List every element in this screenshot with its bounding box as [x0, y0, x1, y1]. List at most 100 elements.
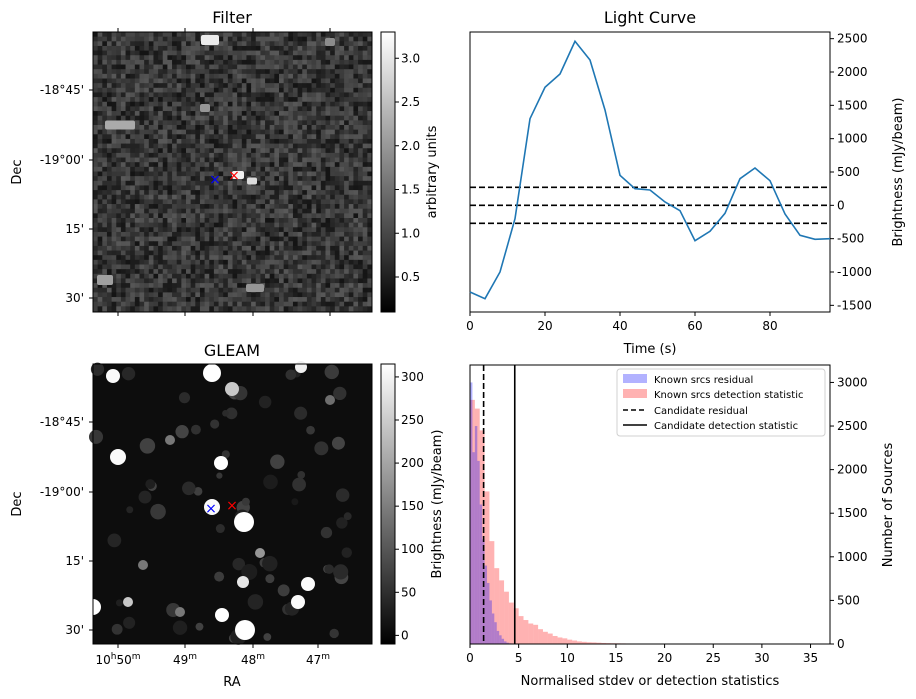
- filter-pixel: [279, 152, 285, 158]
- filter-pixel: [237, 245, 243, 251]
- filter-pixel: [334, 259, 340, 265]
- filter-pixel: [97, 231, 103, 237]
- filter-pixel: [348, 111, 354, 117]
- filter-pixel: [339, 218, 345, 224]
- filter-pixel: [288, 278, 294, 284]
- filter-pixel: [139, 41, 145, 47]
- filter-pixel: [125, 273, 131, 279]
- filter-pixel: [130, 152, 136, 158]
- filter-pixel: [204, 213, 210, 219]
- filter-pixel: [102, 292, 108, 298]
- filter-pixel: [358, 101, 364, 107]
- filter-pixel: [218, 176, 224, 182]
- light-curve-plot-area: [469, 31, 831, 313]
- filter-pixel: [158, 301, 164, 307]
- filter-pixel: [306, 213, 312, 219]
- filter-pixel: [311, 199, 317, 205]
- filter-pixel: [195, 194, 201, 200]
- filter-pixel: [93, 83, 99, 89]
- filter-pixel: [297, 190, 303, 196]
- filter-pixel: [153, 41, 159, 47]
- filter-pixel: [241, 222, 247, 228]
- filter-pixel: [199, 45, 205, 51]
- filter-pixel: [302, 92, 308, 98]
- filter-pixel: [153, 231, 159, 237]
- filter-pixel: [190, 138, 196, 144]
- filter-pixel: [316, 194, 322, 200]
- filter-pixel: [302, 138, 308, 144]
- filter-pixel: [130, 269, 136, 275]
- filter-pixel: [97, 97, 103, 103]
- filter-pixel: [102, 194, 108, 200]
- filter-pixel: [176, 241, 182, 247]
- filter-pixel: [348, 297, 354, 303]
- filter-pixel: [297, 64, 303, 70]
- y-tick-label: -1500: [837, 298, 872, 312]
- filter-pixel: [330, 32, 336, 38]
- filter-pixel: [348, 55, 354, 61]
- filter-pixel: [218, 162, 224, 168]
- filter-pixel: [218, 134, 224, 140]
- filter-pixel: [232, 32, 238, 38]
- filter-pixel: [97, 269, 103, 275]
- filter-pixel: [227, 64, 233, 70]
- filter-pixel: [288, 157, 294, 163]
- filter-pixel: [283, 250, 289, 256]
- filter-pixel: [316, 125, 322, 131]
- filter-pixel: [232, 180, 238, 186]
- filter-pixel: [227, 129, 233, 135]
- filter-pixel: [148, 171, 154, 177]
- filter-pixel: [158, 222, 164, 228]
- filter-pixel: [274, 143, 280, 149]
- filter-pixel: [148, 213, 154, 219]
- filter-pixel: [339, 41, 345, 47]
- filter-pixel: [316, 138, 322, 144]
- filter-pixel: [148, 227, 154, 233]
- filter-pixel: [134, 301, 140, 307]
- filter-pixel: [120, 283, 126, 289]
- filter-pixel: [227, 213, 233, 219]
- filter-pixel: [255, 111, 261, 117]
- filter-pixel: [186, 245, 192, 251]
- filter-pixel: [97, 120, 103, 126]
- filter-pixel: [274, 190, 280, 196]
- filter-pixel: [209, 45, 215, 51]
- filter-pixel: [172, 176, 178, 182]
- filter-pixel: [292, 157, 298, 163]
- filter-pixel: [111, 236, 117, 242]
- filter-pixel: [176, 199, 182, 205]
- filter-pixel: [260, 92, 266, 98]
- filter-pixel: [288, 190, 294, 196]
- filter-pixel: [139, 125, 145, 131]
- filter-pixel: [190, 69, 196, 75]
- filter-pixel: [348, 83, 354, 89]
- filter-pixel: [269, 222, 275, 228]
- filter-pixel: [306, 199, 312, 205]
- filter-pixel: [223, 92, 229, 98]
- filter-pixel: [274, 287, 280, 293]
- filter-pixel: [283, 148, 289, 154]
- filter-pixel: [111, 306, 117, 312]
- filter-pixel: [330, 227, 336, 233]
- histogram-bar: [472, 452, 475, 644]
- filter-pixel: [325, 157, 331, 163]
- filter-pixel: [325, 269, 331, 275]
- filter-pixel: [134, 218, 140, 224]
- filter-pixel: [144, 97, 150, 103]
- filter-pixel: [213, 45, 219, 51]
- filter-pixel: [288, 185, 294, 191]
- filter-pixel: [167, 231, 173, 237]
- filter-pixel: [181, 222, 187, 228]
- filter-pixel: [223, 180, 229, 186]
- filter-pixel: [255, 45, 261, 51]
- filter-pixel: [269, 199, 275, 205]
- filter-pixel: [292, 69, 298, 75]
- filter-pixel: [292, 115, 298, 121]
- filter-pixel: [106, 297, 112, 303]
- filter-pixel: [153, 185, 159, 191]
- filter-pixel: [339, 87, 345, 93]
- filter-pixel: [148, 194, 154, 200]
- filter-pixel: [265, 241, 271, 247]
- filter-pixel: [106, 50, 112, 56]
- filter-pixel: [255, 78, 261, 84]
